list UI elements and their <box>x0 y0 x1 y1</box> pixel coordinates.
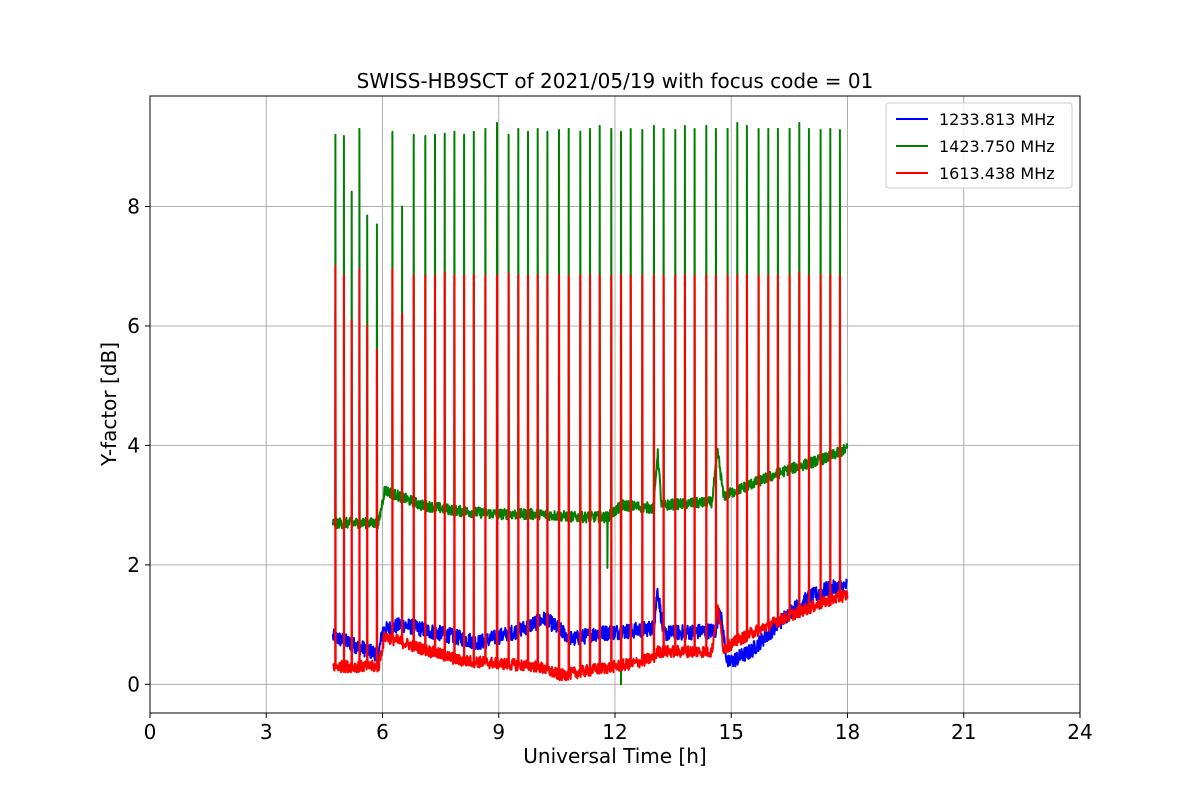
y-tick-label: 4 <box>127 433 140 457</box>
y-tick-label: 2 <box>127 553 140 577</box>
y-tick-label: 0 <box>127 672 140 696</box>
legend: 1233.813 MHz 1423.750 MHz 1613.438 MHz <box>885 102 1073 189</box>
y-axis-label: Y-factor [dB] <box>97 342 121 467</box>
x-axis-label: Universal Time [h] <box>523 744 706 768</box>
legend-label: 1423.750 MHz <box>939 137 1055 156</box>
series-line-3 <box>332 265 849 682</box>
y-axis: 0 2 4 6 8 <box>127 194 150 696</box>
series-line-2 <box>331 121 849 686</box>
plot-series <box>331 121 849 686</box>
legend-label: 1233.813 MHz <box>939 110 1055 129</box>
x-tick-label: 6 <box>376 720 389 744</box>
x-tick-label: 12 <box>602 720 627 744</box>
y-tick-label: 6 <box>127 314 140 338</box>
y-tick-label: 8 <box>127 194 140 218</box>
chart-title: SWISS-HB9SCT of 2021/05/19 with focus co… <box>357 69 874 93</box>
legend-box <box>885 102 1073 189</box>
x-tick-label: 21 <box>951 720 976 744</box>
x-axis: 0 3 6 9 12 15 18 21 24 <box>144 713 1093 744</box>
x-tick-label: 24 <box>1067 720 1092 744</box>
x-tick-label: 15 <box>719 720 744 744</box>
grid-lines <box>149 96 1081 713</box>
x-tick-label: 9 <box>492 720 505 744</box>
legend-label: 1613.438 MHz <box>939 164 1055 183</box>
x-tick-label: 3 <box>260 720 273 744</box>
x-tick-label: 18 <box>835 720 860 744</box>
x-tick-label: 0 <box>144 720 157 744</box>
